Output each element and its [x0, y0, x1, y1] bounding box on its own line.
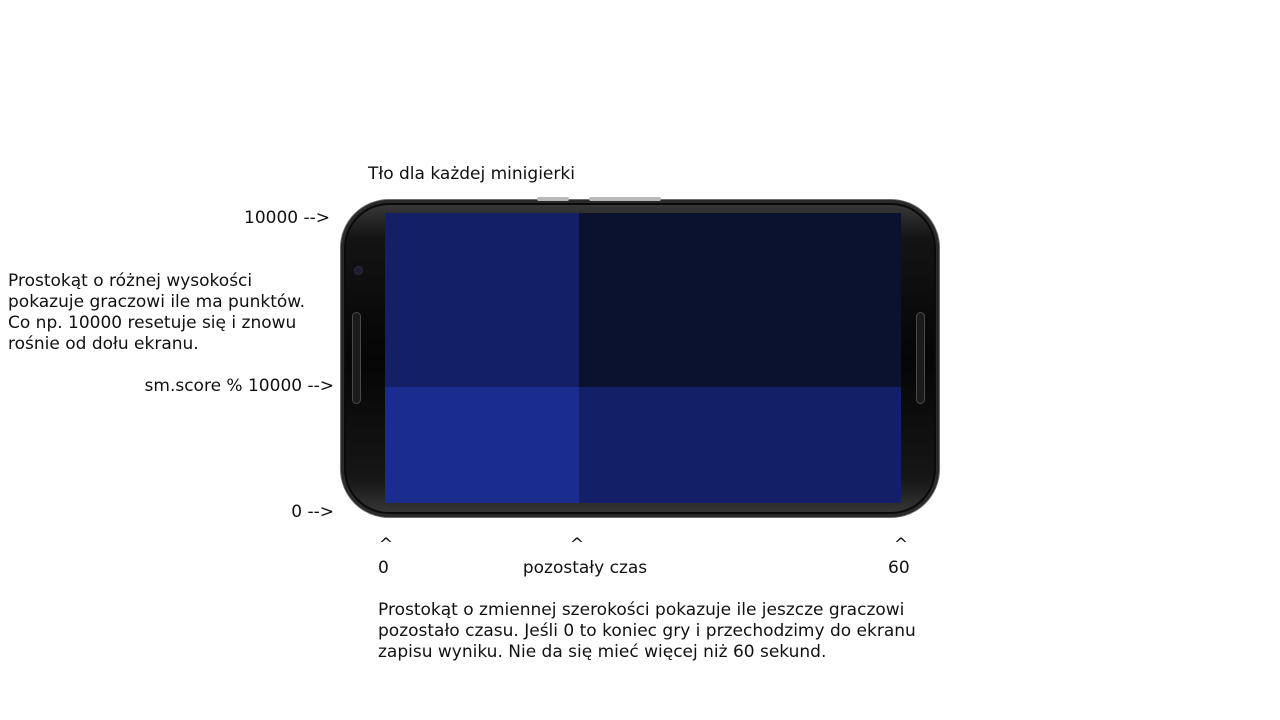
score-max-label: 10000 --> — [244, 208, 330, 228]
time-current-caret: ^ — [569, 535, 585, 555]
score-description-line: Prostokąt o różnej wysokości — [8, 271, 253, 291]
score-description-line: Co np. 10000 resetuje się i znowu — [8, 313, 297, 333]
time-description-line: pozostało czasu. Jeśli 0 to koniec gry i… — [378, 621, 916, 641]
right-speaker — [916, 312, 925, 404]
front-camera-icon — [355, 267, 362, 274]
score-current-label: sm.score % 10000 --> — [144, 376, 334, 396]
score-description: Prostokąt o różnej wysokości pokazuje gr… — [8, 271, 305, 355]
game-screen — [385, 213, 901, 503]
score-description-line: rośnie od dołu ekranu. — [8, 334, 199, 354]
score-description-line: pokazuje graczowi ile ma punktów. — [8, 292, 306, 312]
diagram-title: Tło dla każdej minigierki — [368, 164, 575, 184]
time-zero-caret: ^ — [378, 535, 394, 555]
time-description: Prostokąt o zmiennej szerokości pokazuje… — [378, 600, 916, 663]
left-speaker — [352, 312, 361, 404]
time-description-line: Prostokąt o zmiennej szerokości pokazuje… — [378, 600, 905, 620]
score-time-overlap — [385, 387, 579, 503]
time-max-caret: ^ — [893, 535, 909, 555]
time-zero-label: 0 — [378, 558, 389, 578]
volume-button — [589, 197, 661, 201]
time-description-line: zapisu wyniku. Nie da się mieć więcej ni… — [378, 642, 827, 662]
power-button — [537, 197, 569, 201]
time-max-label: 60 — [888, 558, 910, 578]
score-zero-label: 0 --> — [291, 502, 334, 522]
time-remaining-label: pozostały czas — [522, 558, 648, 578]
phone-mockup — [341, 197, 939, 517]
